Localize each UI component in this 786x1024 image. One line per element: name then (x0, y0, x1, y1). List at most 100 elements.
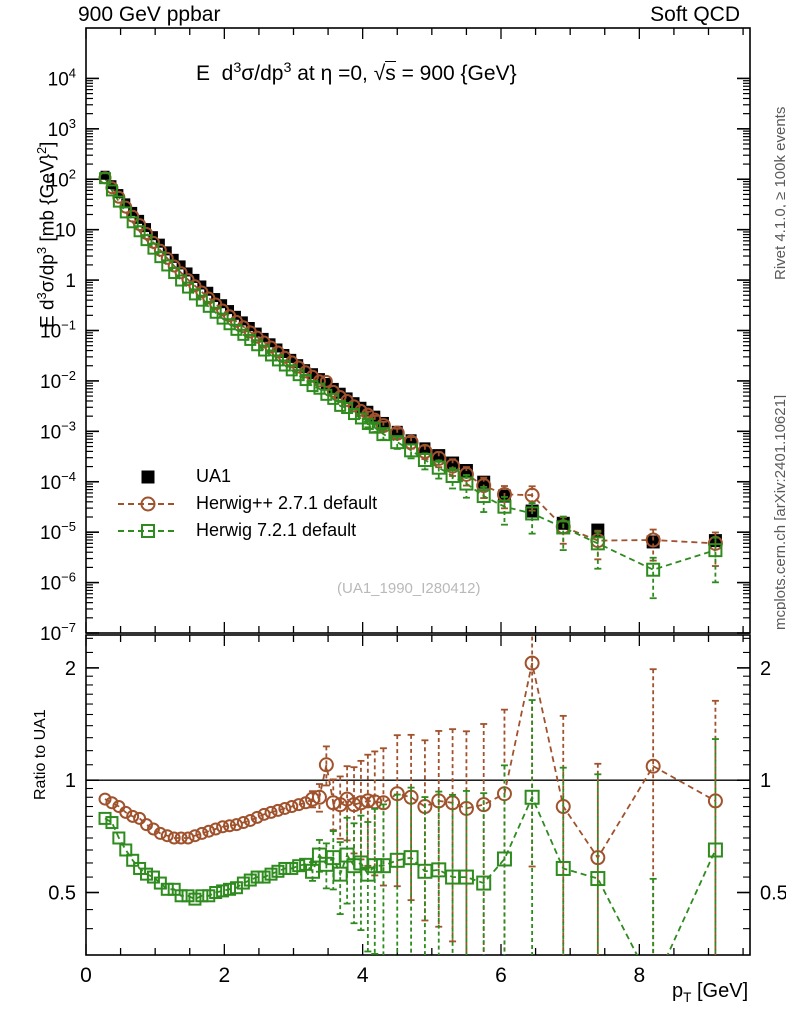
marker-filled-square (176, 260, 186, 270)
marker-filled-square (197, 280, 207, 290)
marker-open-circle (98, 792, 112, 806)
marker-open-circle (216, 820, 230, 834)
marker-filled-square (334, 387, 346, 399)
legend-label-1: Herwig++ 2.7.1 default (196, 493, 377, 513)
marker-open-square (195, 889, 209, 903)
marker-open-circle (278, 801, 292, 815)
marker-open-square (590, 536, 605, 551)
marker-open-circle (264, 805, 278, 819)
main-ytick-label: 10 (55, 221, 76, 242)
marker-open-square (236, 876, 250, 890)
marker-filled-square (266, 338, 276, 348)
marker-open-square (404, 443, 419, 458)
marker-filled-square (162, 246, 172, 256)
marker-open-square (458, 869, 474, 885)
xtick-label: 8 (633, 964, 645, 987)
marker-open-circle (153, 243, 167, 257)
xaxis-label: pT [GeV] (672, 980, 749, 1005)
marker-open-square (202, 889, 216, 903)
marker-open-square (524, 789, 540, 805)
marker-open-circle (318, 757, 334, 773)
main-ytick-label: 10−7 (40, 620, 76, 645)
marker-open-square (174, 889, 188, 903)
marker-filled-square (114, 189, 124, 199)
marker-open-square (140, 234, 153, 247)
marker-open-circle (431, 450, 447, 466)
marker-open-square (476, 875, 492, 891)
marker-open-circle (285, 800, 299, 814)
marker-open-circle (174, 266, 188, 280)
marker-filled-square (341, 392, 353, 404)
marker-open-square (209, 886, 223, 900)
marker-open-circle (311, 789, 327, 805)
header-left: 900 GeV ppbar (78, 3, 221, 26)
main-ytick-label: 1 (65, 271, 76, 292)
marker-filled-square (169, 253, 179, 263)
marker-open-square (168, 267, 181, 280)
marker-open-circle (271, 803, 285, 817)
marker-open-square (188, 288, 201, 301)
marker-open-circle (209, 822, 223, 836)
marker-open-circle (140, 496, 156, 512)
marker-filled-square (327, 382, 339, 394)
marker-open-square (188, 892, 202, 906)
marker-open-circle (105, 796, 119, 810)
marker-open-square (555, 860, 571, 876)
marker-open-circle (126, 809, 140, 823)
marker-open-circle (354, 403, 368, 417)
marker-open-square (476, 489, 491, 504)
marker-open-square (403, 850, 419, 866)
marker-open-square (112, 831, 126, 845)
legend-label-2: Herwig 7.2.1 default (196, 520, 356, 540)
marker-open-square (708, 543, 723, 558)
main-series-group (98, 170, 723, 600)
marker-filled-square (100, 170, 110, 180)
marker-open-circle (160, 829, 174, 843)
ratio-panel-frame (85, 634, 751, 956)
marker-filled-square (190, 273, 200, 283)
marker-open-square (257, 870, 271, 884)
marker-open-circle (257, 807, 271, 821)
marker-open-square (181, 889, 195, 903)
marker-open-square (299, 374, 312, 387)
marker-open-square (147, 242, 160, 255)
marker-open-circle (188, 829, 202, 843)
marker-open-circle (250, 810, 264, 824)
marker-open-square (119, 843, 133, 857)
marker-open-square (250, 870, 264, 884)
marker-open-circle (458, 466, 474, 482)
marker-open-circle (292, 798, 306, 812)
marker-open-square (112, 195, 125, 208)
marker-open-circle (645, 758, 661, 774)
marker-open-square (182, 281, 195, 294)
marker-open-square (646, 562, 661, 577)
ratio-ytick-label-right: 1 (760, 770, 771, 792)
dataset-watermark: (UA1_1990_I280412) (337, 580, 481, 597)
marker-open-square (126, 853, 140, 867)
marker-open-square (313, 382, 326, 395)
marker-filled-square (273, 343, 283, 353)
marker-open-circle (167, 831, 181, 845)
marker-open-circle (119, 805, 133, 819)
marker-open-circle (181, 831, 195, 845)
marker-filled-square (313, 373, 325, 385)
main-ytick-label: 10−2 (40, 368, 76, 393)
marker-open-square (161, 259, 174, 272)
marker-open-circle (202, 824, 216, 838)
marker-open-square (141, 524, 155, 538)
main-title: E d3σ/dp3 at η =0, √s = 900 {GeV} (196, 60, 517, 85)
marker-open-square (306, 380, 319, 393)
marker-open-square (98, 811, 112, 825)
marker-open-circle (160, 251, 174, 265)
xtick-label: 6 (495, 964, 507, 987)
marker-open-circle (229, 818, 243, 832)
marker-filled-square (301, 364, 311, 374)
marker-filled-square (204, 286, 214, 296)
xtick-label: 0 (80, 964, 92, 987)
main-ytick-label: 10−1 (40, 318, 76, 343)
marker-open-square (431, 460, 446, 475)
marker-open-circle (645, 532, 661, 548)
marker-open-square (99, 172, 112, 185)
marker-filled-square (307, 368, 319, 380)
marker-open-square (154, 251, 167, 264)
